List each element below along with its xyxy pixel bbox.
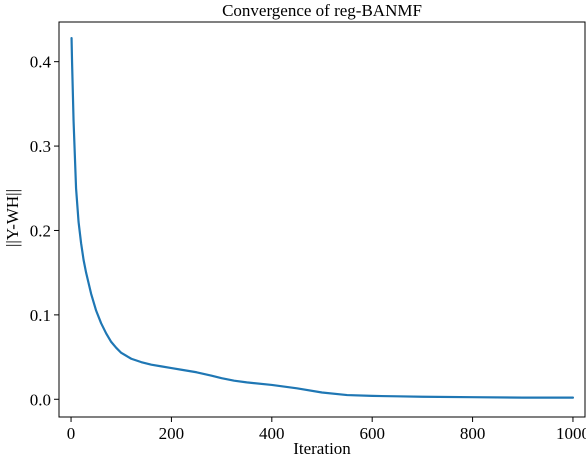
y-axis-label: ||Y-WH|| [3, 189, 22, 247]
y-tick-label-2: 0.2 [30, 221, 51, 240]
x-tick-label-200: 200 [159, 424, 185, 443]
x-tick-label-0: 0 [67, 424, 76, 443]
chart-title: Convergence of reg-BANMF [222, 1, 422, 20]
y-tick-label-0: 0.0 [30, 390, 51, 409]
plot-frame [58, 21, 586, 418]
x-tick-label-600: 600 [359, 424, 385, 443]
x-tick-label-800: 800 [460, 424, 486, 443]
x-tick-label-1000: 1000 [556, 424, 586, 443]
y-tick-label-3: 0.3 [30, 137, 51, 156]
plot-area: 0 200 400 600 800 1000 0.0 0.1 0.2 0.3 0.4 [30, 21, 586, 443]
y-tick-label-4: 0.4 [30, 53, 52, 72]
y-tick-label-1: 0.1 [30, 306, 51, 325]
x-tick-label-400: 400 [259, 424, 285, 443]
series-line-0 [70, 36, 575, 399]
x-axis-label: Iteration [293, 439, 351, 456]
